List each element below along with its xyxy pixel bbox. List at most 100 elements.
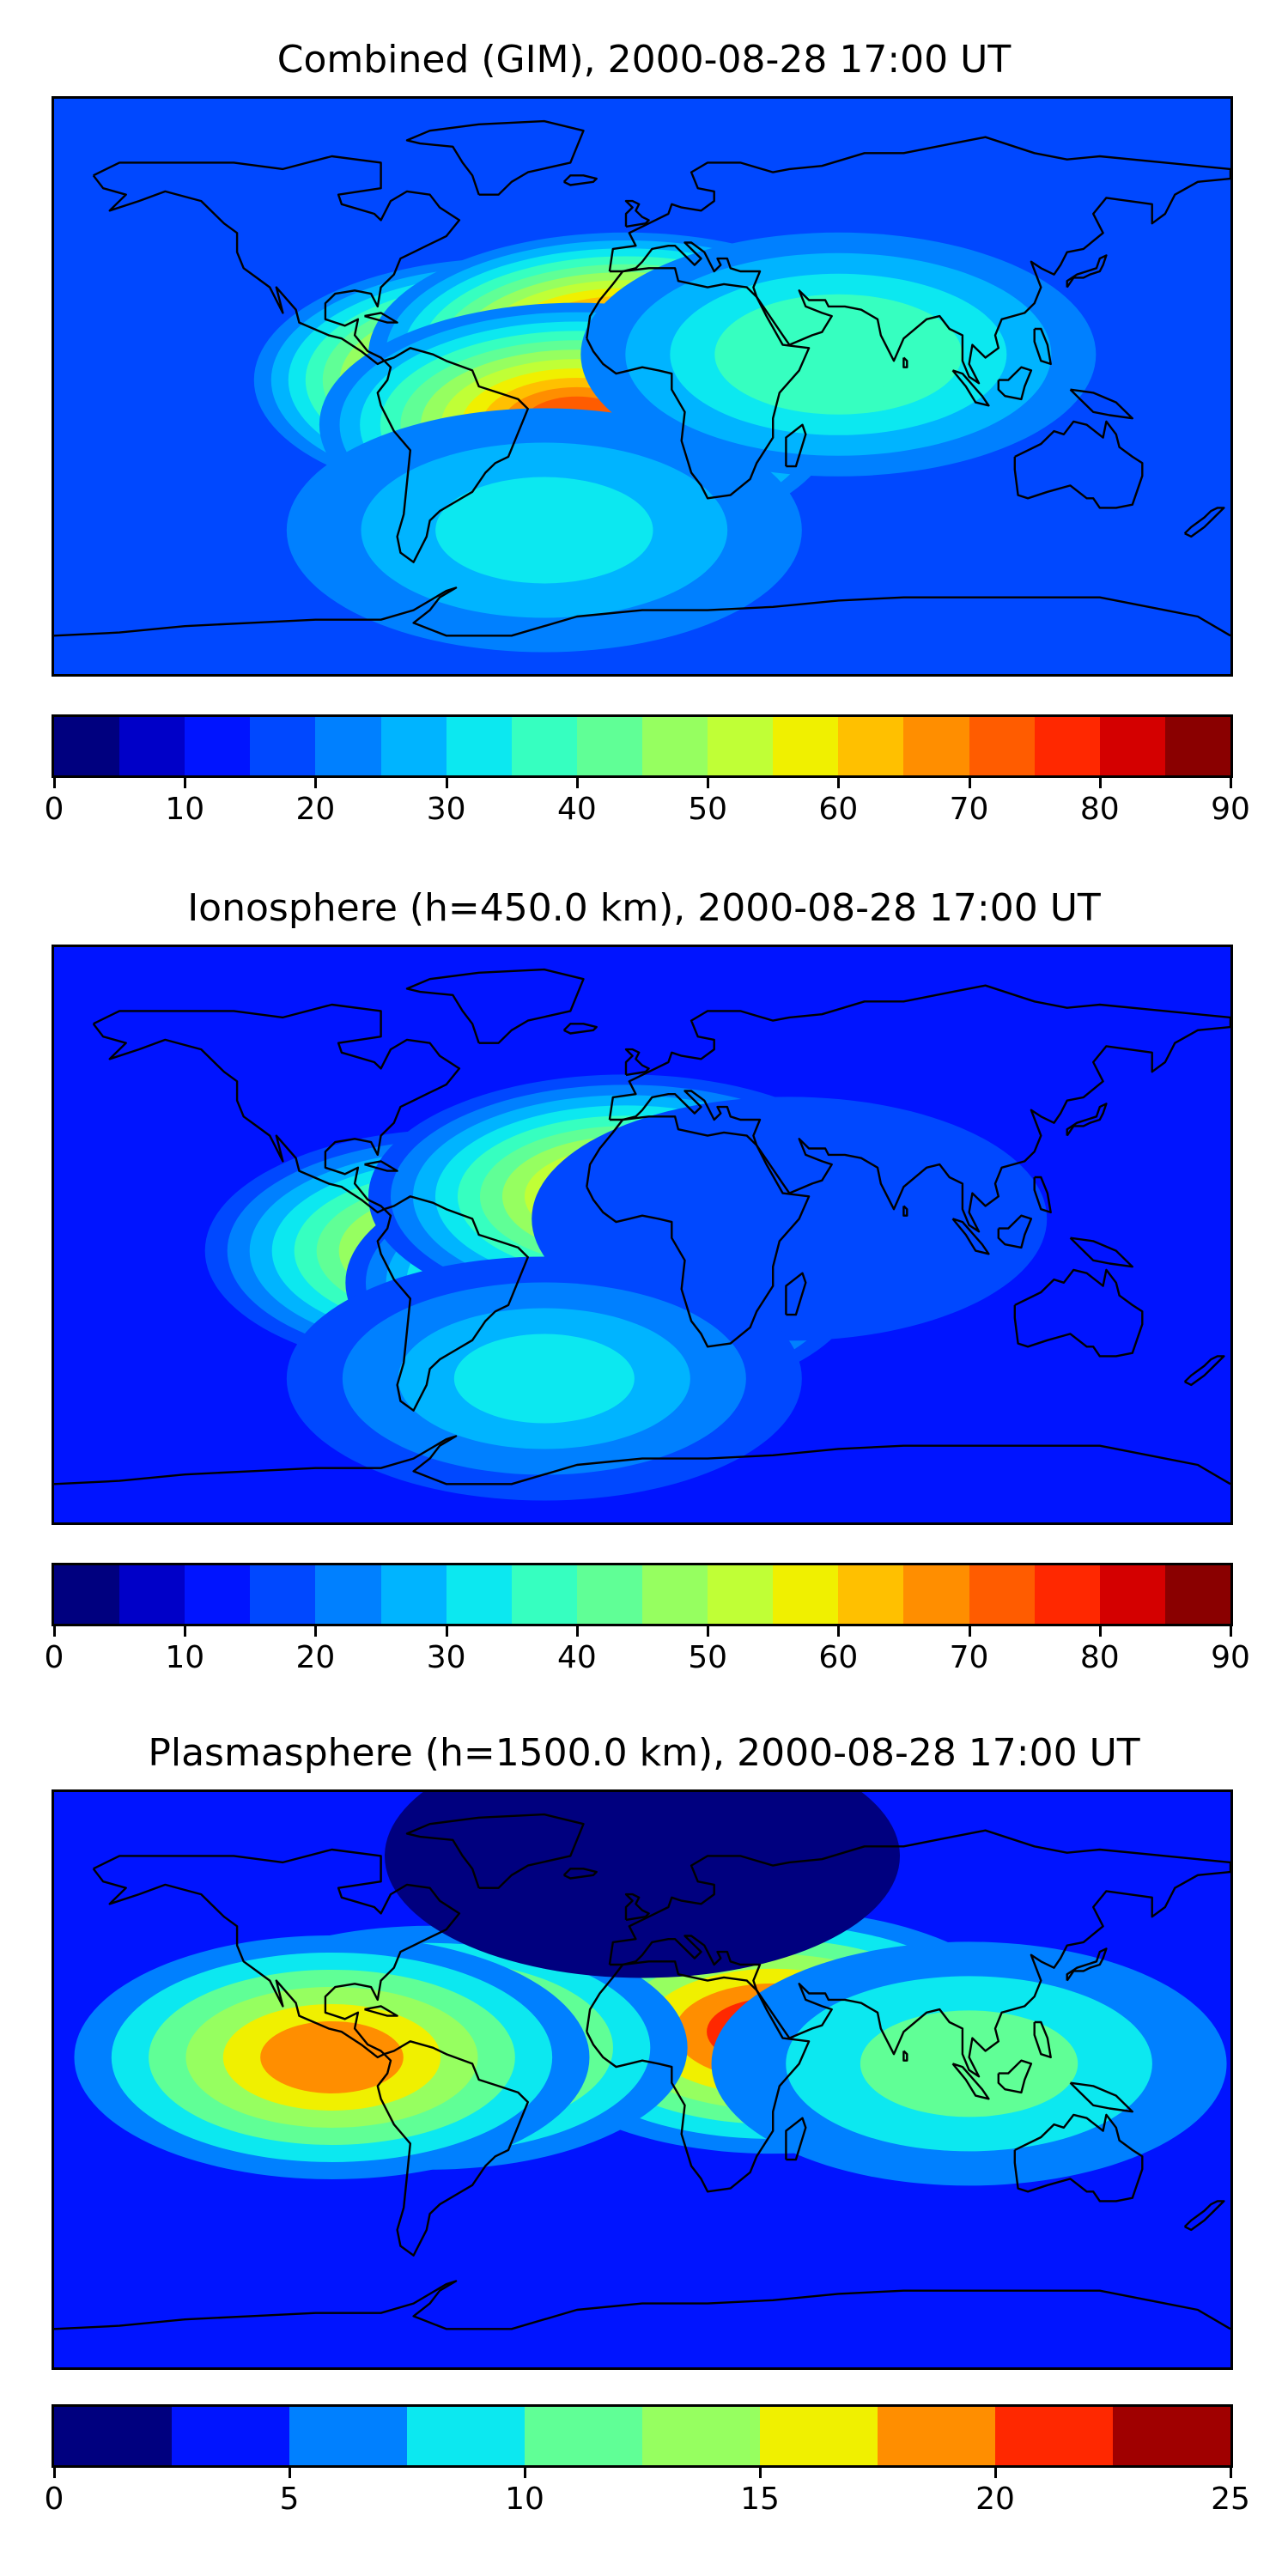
contour-band	[385, 1792, 900, 1978]
contour-band	[453, 1334, 635, 1424]
coastline	[364, 1160, 398, 1172]
colorbar-tick	[289, 2468, 291, 2478]
panel-2-title: Ionosphere (h=450.0 km), 2000-08-28 17:0…	[187, 886, 1101, 930]
contour-band	[260, 2020, 404, 2093]
coastline	[92, 1848, 461, 2059]
colorbar-segment	[969, 1565, 1035, 1624]
colorbar-segment	[1034, 1565, 1100, 1624]
colorbar-segment	[995, 2407, 1113, 2465]
coastline	[1013, 2113, 1144, 2202]
panel-1-heatmap	[54, 99, 1230, 674]
coastline	[1069, 388, 1134, 420]
colorbar-segment	[380, 1565, 447, 1624]
coastline	[92, 1003, 461, 1214]
coastline	[951, 2063, 990, 2100]
coastline	[1013, 420, 1144, 509]
colorbar-segment	[511, 1565, 577, 1624]
panel-2-colorbar	[52, 1563, 1233, 1626]
coastline	[54, 1435, 1230, 1485]
coastline	[586, 1115, 811, 1348]
colorbar-tick	[837, 1626, 841, 1637]
coastline	[1066, 254, 1108, 289]
colorbar-segment	[185, 1565, 251, 1624]
coastline	[1183, 1355, 1225, 1387]
colorbar-tick	[575, 1626, 579, 1637]
coastline	[376, 2040, 529, 2257]
colorbar-segment	[576, 717, 642, 775]
coastline	[608, 1829, 1230, 2078]
coastline	[405, 119, 585, 196]
coastline	[997, 2059, 1033, 2094]
coastline	[405, 968, 585, 1044]
contour-band	[435, 477, 653, 584]
panel-3-map	[52, 1789, 1233, 2370]
colorbar-segment	[119, 1565, 185, 1624]
colorbar-segment	[380, 717, 447, 775]
panel-3-colorbar	[52, 2404, 1233, 2468]
colorbar-tick-label: 80	[1079, 792, 1120, 827]
colorbar-tick	[837, 778, 841, 788]
colorbar-segment	[250, 1565, 316, 1624]
colorbar-tick	[314, 778, 318, 788]
coastline	[586, 1960, 811, 2193]
coastline	[1066, 1103, 1108, 1137]
colorbar-tick-label: 40	[556, 792, 597, 827]
colorbar-tick-label: 70	[949, 792, 989, 827]
colorbar-tick	[1230, 778, 1232, 788]
colorbar-tick	[445, 778, 448, 788]
coastline	[1033, 2020, 1052, 2059]
colorbar-segment	[250, 717, 316, 775]
colorbar-tick	[994, 2468, 997, 2478]
coastline	[608, 984, 1230, 1233]
colorbar-segment	[642, 2407, 760, 2465]
coastline	[1069, 1236, 1134, 1268]
colorbar-tick-label: 10	[165, 792, 205, 827]
colorbar-tick-label: 30	[426, 792, 466, 827]
coastline	[1013, 1268, 1144, 1358]
colorbar-segment	[903, 1565, 969, 1624]
panel-3-colorbar-ticks: 0 5 10 15 20 25	[45, 2468, 1250, 2519]
colorbar-tick	[184, 1626, 187, 1637]
colorbar-tick	[707, 1626, 710, 1637]
coastline	[586, 267, 811, 500]
coastline	[405, 1813, 585, 1889]
colorbar-segment	[511, 717, 577, 775]
colorbar-segment	[1113, 2407, 1230, 2465]
colorbar-tick-label: 50	[688, 792, 728, 827]
coastline	[1033, 327, 1052, 366]
colorbar-tick	[575, 778, 579, 788]
heat-feature-polar-regions	[385, 1792, 900, 1978]
coastline	[951, 369, 990, 407]
colorbar-tick	[53, 1626, 56, 1637]
colorbar-tick-label: 90	[1211, 1640, 1250, 1675]
colorbar-segment	[641, 717, 708, 775]
colorbar-segment	[315, 1565, 381, 1624]
colorbar-tick	[53, 778, 56, 788]
colorbar-tick-label: 10	[505, 2482, 544, 2517]
colorbar-tick-label: 80	[1079, 1640, 1120, 1675]
coastline	[376, 347, 529, 563]
colorbar-segment	[708, 1565, 774, 1624]
colorbar-tick	[1230, 1626, 1232, 1637]
colorbar-segment	[54, 2407, 172, 2465]
colorbar-tick-label: 20	[295, 792, 336, 827]
coastline	[1183, 2200, 1225, 2232]
colorbar-segment	[838, 1565, 904, 1624]
coastline	[608, 136, 1230, 385]
colorbar-tick-label: 15	[740, 2482, 780, 2517]
colorbar-tick-label: 30	[426, 1640, 466, 1675]
colorbar-segment	[838, 717, 904, 775]
coastline	[902, 2050, 908, 2062]
panel-1-colorbar	[52, 714, 1233, 778]
panel-1-title: Combined (GIM), 2000-08-28 17:00 UT	[276, 38, 1012, 82]
panel-3-title: Plasmasphere (h=1500.0 km), 2000-08-28 1…	[148, 1731, 1140, 1775]
colorbar-tick	[53, 2468, 56, 2478]
coastline	[92, 155, 461, 366]
colorbar-tick-label: 60	[818, 1640, 859, 1675]
coastlines	[54, 1813, 1230, 2330]
colorbar-segment	[760, 2407, 878, 2465]
colorbar-segment	[576, 1565, 642, 1624]
coastline	[562, 1023, 598, 1035]
heat-feature-southern-mid-latitudes	[286, 1256, 802, 1501]
colorbar-tick-label: 25	[1211, 2482, 1250, 2517]
